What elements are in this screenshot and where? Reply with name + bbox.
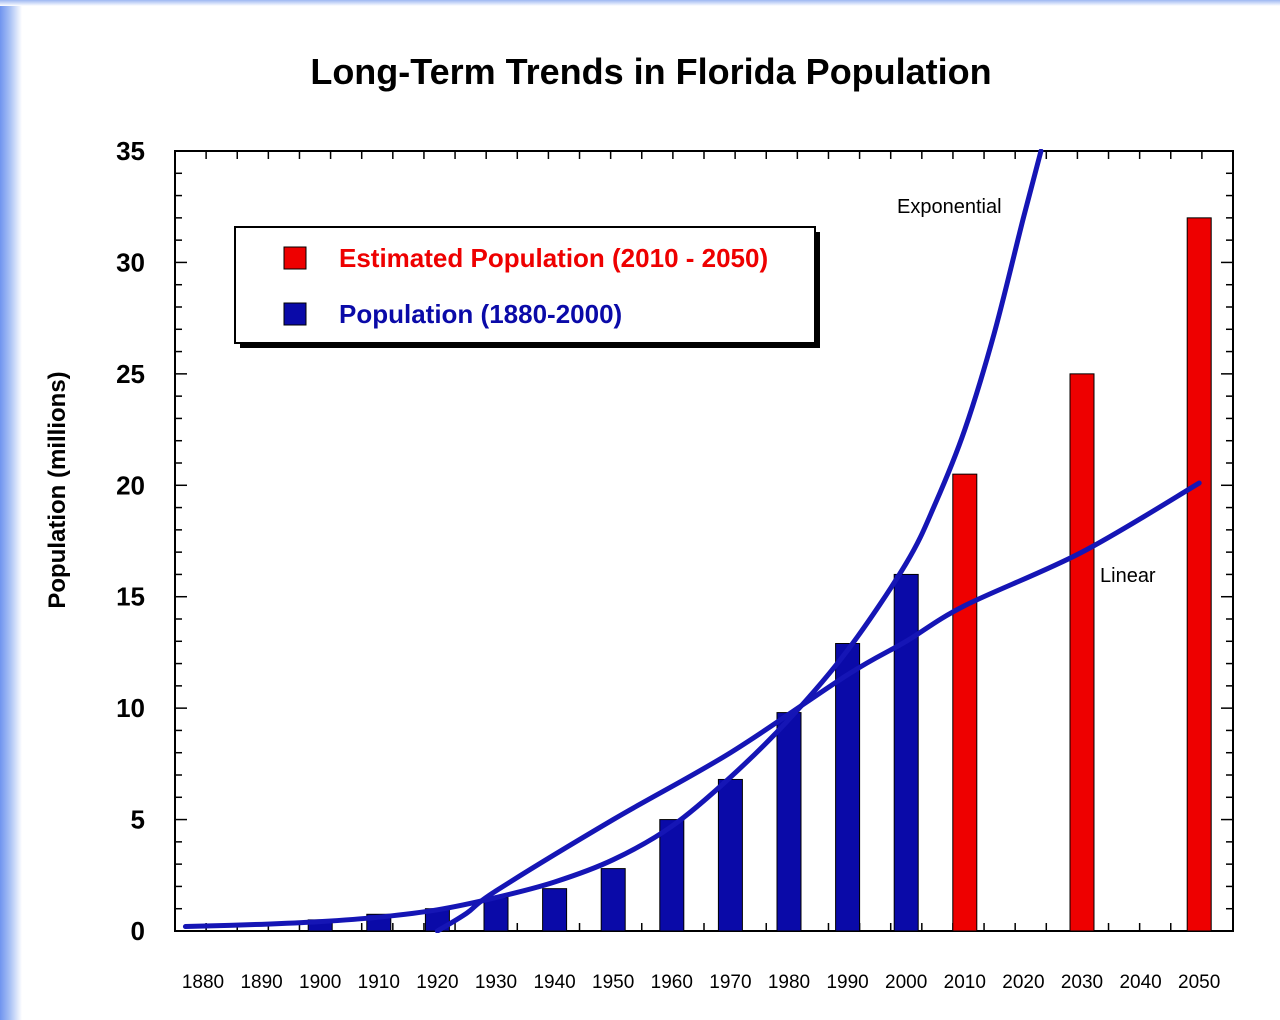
bars-group bbox=[307, 217, 1212, 932]
bar-estimated-2010 bbox=[952, 473, 978, 932]
trendline-exponential bbox=[182, 149, 1044, 930]
x-tick-label: 1930 bbox=[475, 972, 517, 993]
y-tick-label: 35 bbox=[116, 136, 145, 166]
top-border-band bbox=[0, 0, 1280, 6]
y-tick-label: 20 bbox=[116, 470, 145, 500]
bar-population-1930 bbox=[483, 897, 509, 932]
y-tick-label: 10 bbox=[116, 693, 145, 723]
chart-title: Long-Term Trends in Florida Population bbox=[310, 51, 991, 92]
x-tick-label: 1900 bbox=[299, 972, 341, 993]
y-tick-labels: 0 5 10 15 20 25 30 35 bbox=[116, 136, 145, 946]
x-tick-label: 2010 bbox=[944, 972, 986, 993]
bar-population-1940 bbox=[542, 888, 568, 932]
bar-population-1970 bbox=[717, 778, 743, 932]
x-tick-label: 1890 bbox=[240, 972, 282, 993]
legend-box bbox=[234, 226, 816, 344]
legend-swatch bbox=[283, 302, 307, 326]
x-tick-label: 2020 bbox=[1002, 972, 1044, 993]
trendline-linear bbox=[434, 480, 1202, 933]
x-tick-label: 1980 bbox=[768, 972, 810, 993]
trendlines-group bbox=[182, 149, 1202, 933]
trendline-label-exponential: Exponential bbox=[897, 196, 1002, 218]
legend-swatch bbox=[283, 246, 307, 270]
y-tick-label: 15 bbox=[116, 582, 145, 612]
x-tick-label: 2000 bbox=[885, 972, 927, 993]
x-tick-label: 2050 bbox=[1178, 972, 1220, 993]
legend: Estimated Population (2010 - 2050) Popula… bbox=[234, 226, 820, 348]
x-tick-labels: 1880 1890 1900 1910 1920 1930 1940 1950 1960 1970… bbox=[182, 972, 1220, 993]
x-tick-label: 1970 bbox=[709, 972, 751, 993]
x-tick-label: 2040 bbox=[1119, 972, 1161, 993]
x-tick-label: 1880 bbox=[182, 972, 224, 993]
y-tick-label: 5 bbox=[131, 805, 145, 835]
x-tick-label: 1960 bbox=[651, 972, 693, 993]
bar-population-2000 bbox=[893, 573, 919, 932]
bar-population-1990 bbox=[835, 643, 861, 932]
bar-population-1960 bbox=[659, 819, 685, 932]
legend-label: Estimated Population (2010 - 2050) bbox=[339, 243, 768, 273]
y-tick-label: 30 bbox=[116, 247, 145, 277]
bar-population-1980 bbox=[776, 712, 802, 932]
y-axis-label: Population (millions) bbox=[44, 371, 71, 608]
trendline-label-linear: Linear bbox=[1100, 565, 1156, 587]
x-tick-label: 1940 bbox=[533, 972, 575, 993]
x-tick-label: 1990 bbox=[826, 972, 868, 993]
y-tick-label: 25 bbox=[116, 359, 145, 389]
x-tick-label: 1920 bbox=[416, 972, 458, 993]
legend-label: Population (1880-2000) bbox=[339, 299, 622, 329]
bar-estimated-2050 bbox=[1186, 217, 1212, 932]
x-tick-label: 1910 bbox=[358, 972, 400, 993]
bar-estimated-2030 bbox=[1069, 373, 1095, 932]
x-tick-label: 1950 bbox=[592, 972, 634, 993]
bar-population-1950 bbox=[600, 868, 626, 932]
x-tick-label: 2030 bbox=[1061, 972, 1103, 993]
y-tick-label: 0 bbox=[131, 916, 145, 946]
